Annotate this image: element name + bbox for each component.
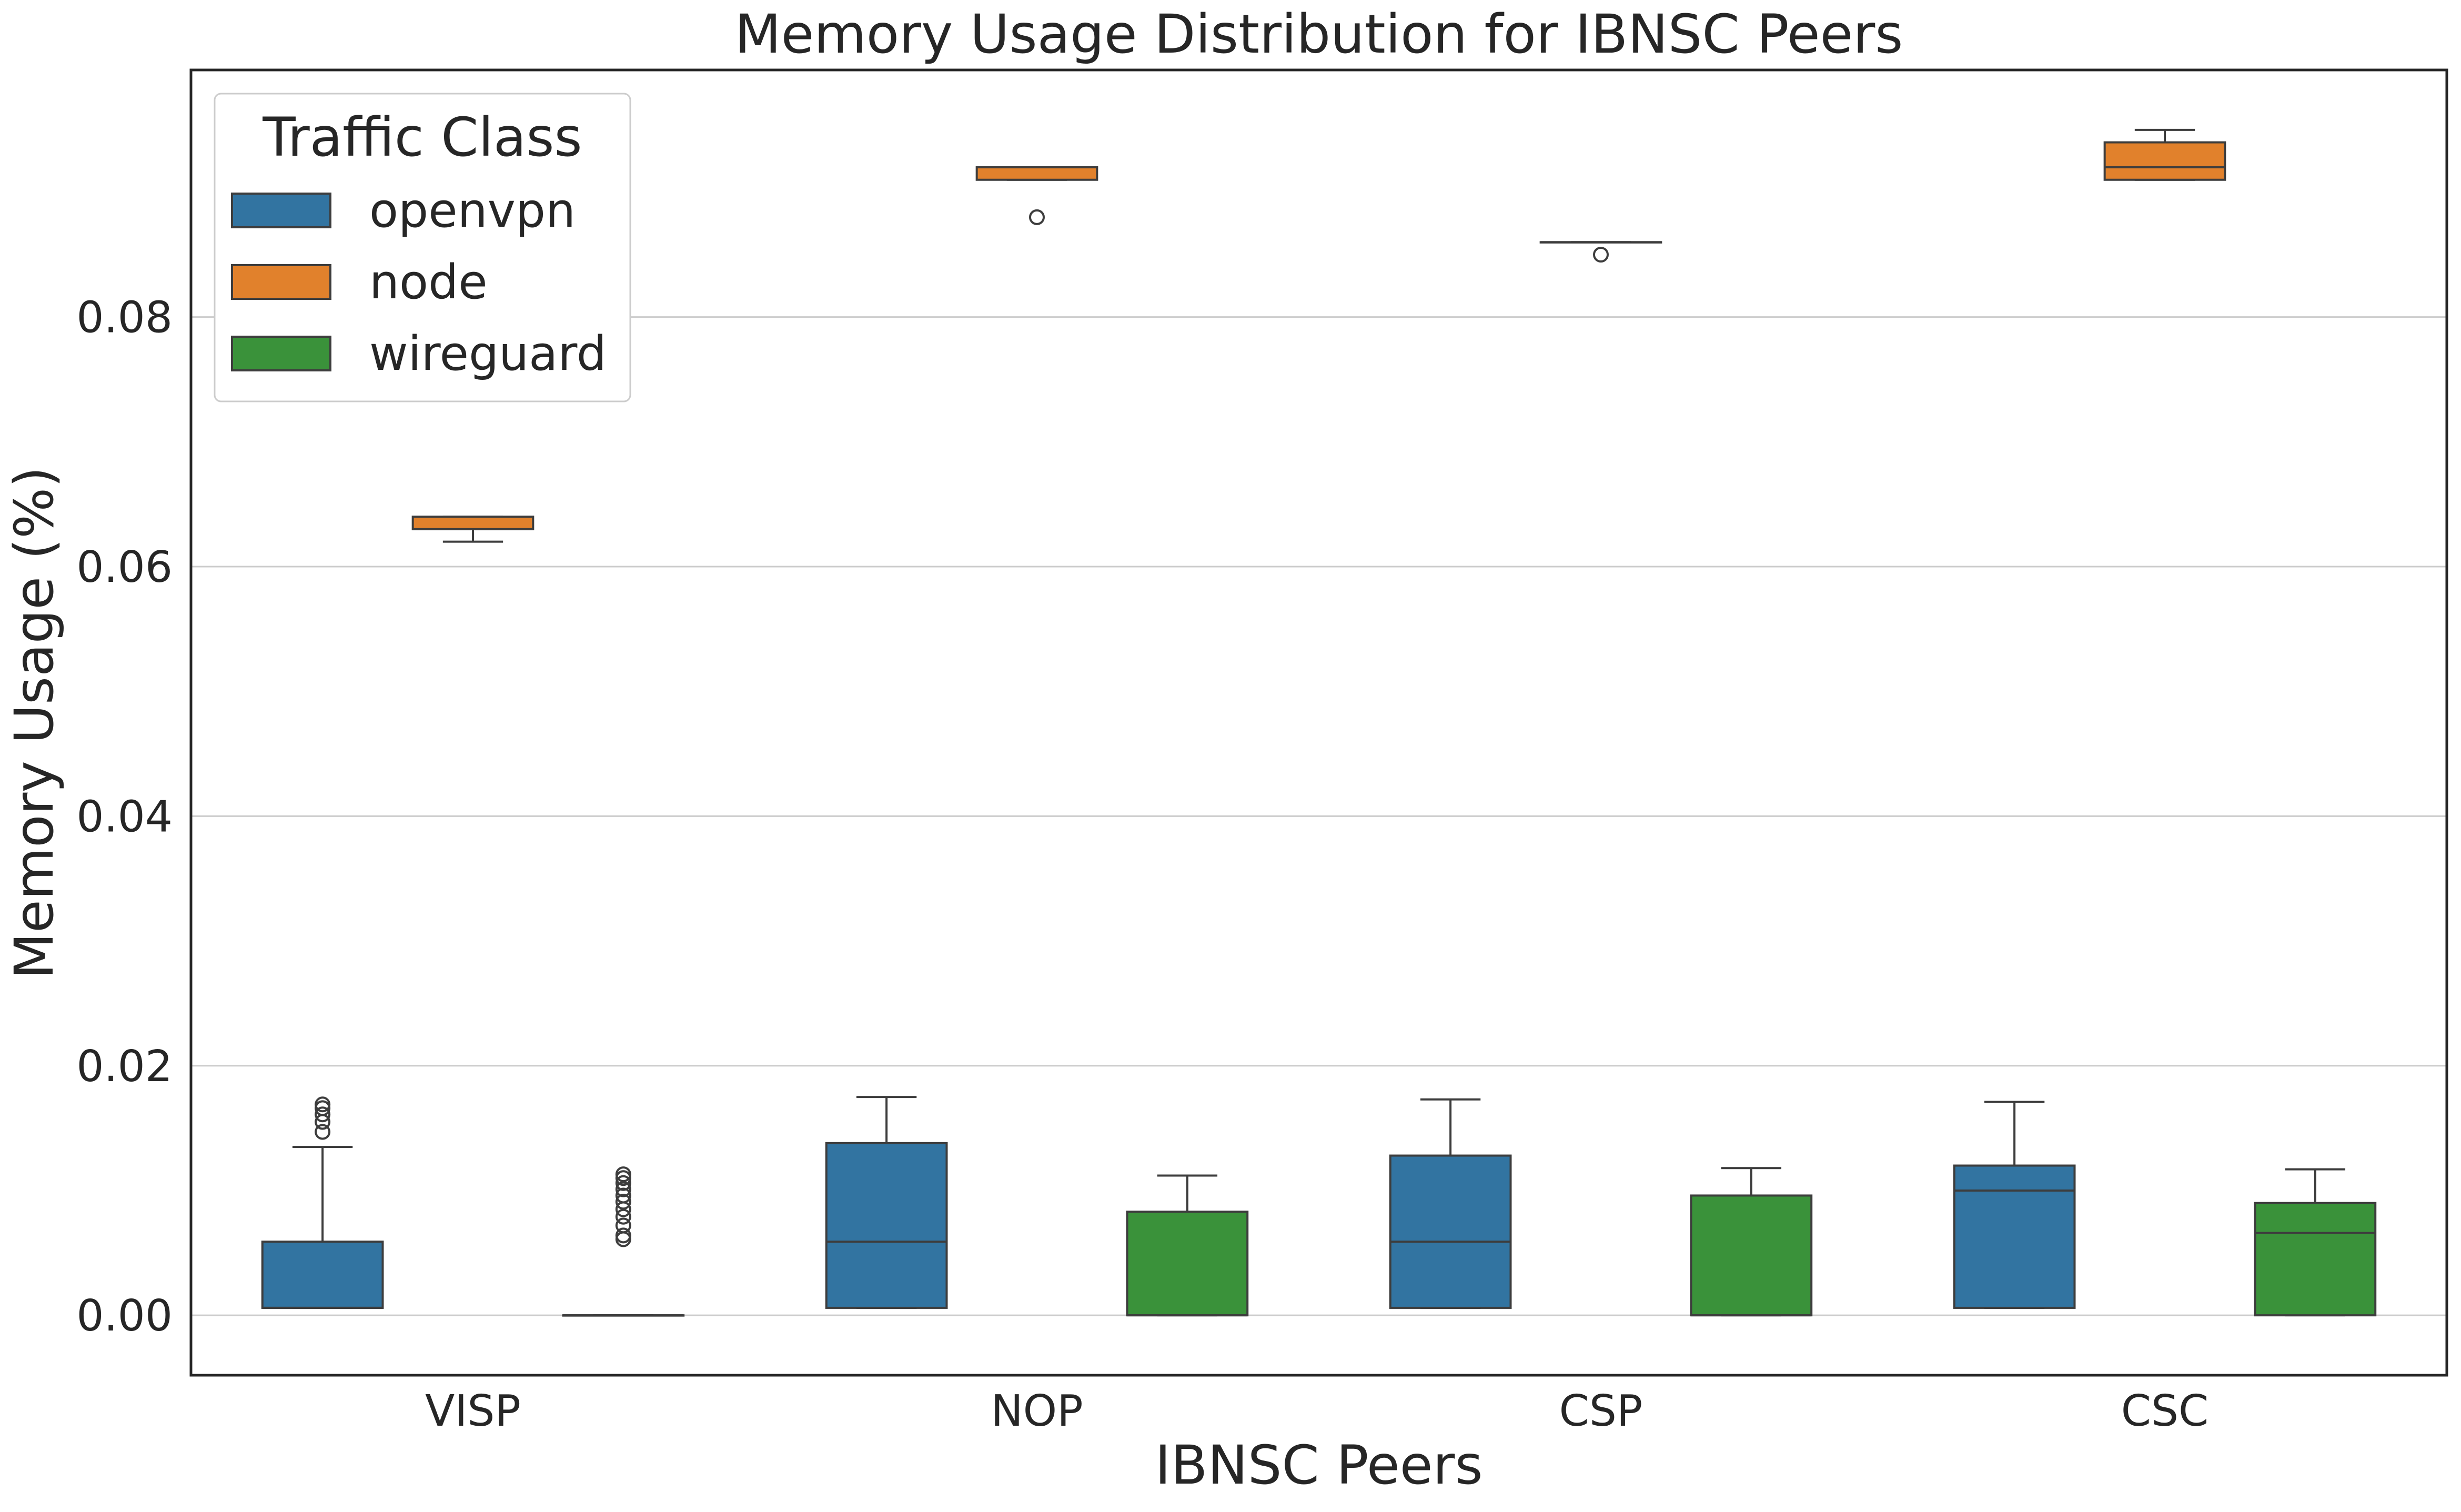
outlier-point: [615, 1208, 631, 1225]
outlier-point: [1593, 247, 1609, 263]
plot-area: [261, 128, 2377, 1317]
x-axis-label: IBNSC Peers: [1155, 1434, 1482, 1497]
x-tick-label: VISP: [425, 1386, 521, 1436]
box-iqr: [825, 1142, 948, 1309]
outlier-point: [615, 1187, 631, 1204]
box-iqr: [1126, 1211, 1249, 1317]
legend-frame: [214, 93, 631, 402]
legend-swatch-openvpn: [231, 193, 331, 228]
box-iqr: [1389, 1154, 1512, 1309]
box-node: [2103, 128, 2226, 181]
legend-label-wireguard: wireguard: [369, 326, 607, 381]
box-iqr: [1953, 1164, 2076, 1309]
x-tick-label: CSP: [1559, 1386, 1643, 1436]
y-tick-label: 0.00: [76, 1291, 173, 1341]
box-wireguard: [2254, 1168, 2377, 1317]
outlier-point: [315, 1124, 331, 1140]
legend-swatch-wireguard: [231, 336, 331, 371]
plot-frame: [189, 68, 2448, 1377]
outlier-point: [615, 1181, 631, 1197]
box-iqr: [2103, 141, 2226, 181]
box-node: [975, 166, 1098, 225]
box-wireguard: [1690, 1167, 1813, 1317]
x-tick-label: CSC: [2121, 1386, 2209, 1436]
x-tick-label: NOP: [991, 1386, 1083, 1436]
box-node: [411, 516, 534, 543]
outlier-point: [615, 1217, 631, 1234]
box-wireguard: [1126, 1174, 1249, 1317]
legend-title: Traffic Class: [262, 106, 582, 169]
outlier-point: [615, 1227, 631, 1244]
box-openvpn: [825, 1096, 948, 1309]
box-openvpn: [1953, 1101, 2076, 1309]
y-tick-label: 0.04: [76, 792, 173, 842]
y-axis-label: Memory Usage (%): [3, 467, 66, 979]
x-axis: VISP NOP CSP CSC: [425, 1386, 2208, 1436]
box-openvpn: [1389, 1098, 1512, 1309]
y-axis: 0.00 0.02 0.04 0.06 0.08: [76, 293, 173, 1342]
legend-swatch-node: [231, 264, 331, 300]
legend-label-openvpn: openvpn: [369, 183, 576, 238]
legend-label-node: node: [369, 255, 488, 310]
y-tick-label: 0.08: [76, 293, 173, 343]
outlier-point: [615, 1194, 631, 1210]
box-wireguard: [562, 1166, 685, 1317]
box-iqr: [261, 1241, 384, 1309]
chart-title: Memory Usage Distribution for IBNSC Peer…: [735, 3, 1903, 66]
box-iqr: [1690, 1194, 1813, 1317]
outlier-point: [615, 1175, 631, 1191]
box-iqr: [2254, 1202, 2377, 1317]
box-openvpn: [261, 1096, 384, 1309]
outlier-point: [615, 1166, 631, 1183]
gridlines: [191, 316, 2447, 1316]
outlier-point: [315, 1096, 331, 1113]
y-tick-label: 0.02: [76, 1042, 173, 1092]
box-iqr: [411, 516, 534, 530]
box-node: [1539, 241, 1662, 263]
box-iqr: [975, 166, 1098, 181]
legend: Traffic Class openvpn node wireguard: [214, 93, 631, 402]
y-tick-label: 0.06: [76, 542, 173, 592]
outlier-point: [1029, 209, 1045, 225]
outlier-point: [315, 1106, 331, 1123]
